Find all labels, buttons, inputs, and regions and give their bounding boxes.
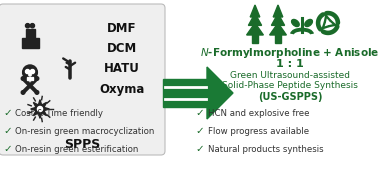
Circle shape [21,91,25,94]
Bar [26,29,30,39]
Text: On-resin green esterification: On-resin green esterification [15,144,138,153]
Circle shape [35,77,39,80]
Bar [22,38,39,48]
Text: SPPS: SPPS [64,138,100,150]
Circle shape [25,24,30,28]
Bar [163,79,208,107]
Bar [27,77,28,80]
Bar [32,77,33,80]
FancyBboxPatch shape [0,4,165,155]
Text: ✓: ✓ [4,144,12,154]
Circle shape [30,24,34,28]
Text: Oxyma: Oxyma [99,83,145,96]
Text: HCN and explosive free: HCN and explosive free [208,108,310,117]
Polygon shape [31,100,50,118]
Bar [252,34,258,43]
Ellipse shape [305,20,312,27]
Circle shape [25,70,29,74]
Circle shape [37,106,43,111]
Text: ✓: ✓ [196,144,204,154]
Text: HATU: HATU [104,62,140,75]
Circle shape [29,74,31,76]
Text: DCM: DCM [107,43,137,56]
Text: Natural products synthesis: Natural products synthesis [208,144,324,153]
Text: ✓: ✓ [4,108,12,118]
Text: $\it{N}$-Formylmorpholine + Anisole: $\it{N}$-Formylmorpholine + Anisole [200,46,378,60]
Polygon shape [248,13,262,25]
Text: Flow progress available: Flow progress available [208,127,309,136]
Circle shape [30,70,34,74]
Text: Green Ultrasound-assisted: Green Ultrasound-assisted [230,71,350,81]
Bar [275,34,281,43]
Polygon shape [246,23,263,35]
Text: (US-GSPPS): (US-GSPPS) [258,92,322,102]
Polygon shape [271,13,285,25]
Circle shape [35,91,39,94]
Ellipse shape [291,20,299,27]
Text: On-resin green macrocyclization: On-resin green macrocyclization [15,127,154,136]
Bar [31,29,35,39]
Circle shape [21,77,25,80]
Text: ✓: ✓ [4,126,12,136]
Text: ✓: ✓ [196,108,204,118]
Polygon shape [273,5,283,17]
Text: ✓: ✓ [196,126,204,136]
Text: 1 : 1: 1 : 1 [276,59,304,69]
Text: DMF: DMF [107,22,137,35]
Circle shape [23,65,37,80]
Bar [26,76,34,80]
Text: Cost & Time friendly: Cost & Time friendly [15,108,103,117]
Polygon shape [250,5,260,17]
Polygon shape [207,67,233,119]
Bar [29,77,31,80]
Text: Solid-Phase Peptide Synthesis: Solid-Phase Peptide Synthesis [222,81,358,90]
Polygon shape [270,23,287,35]
